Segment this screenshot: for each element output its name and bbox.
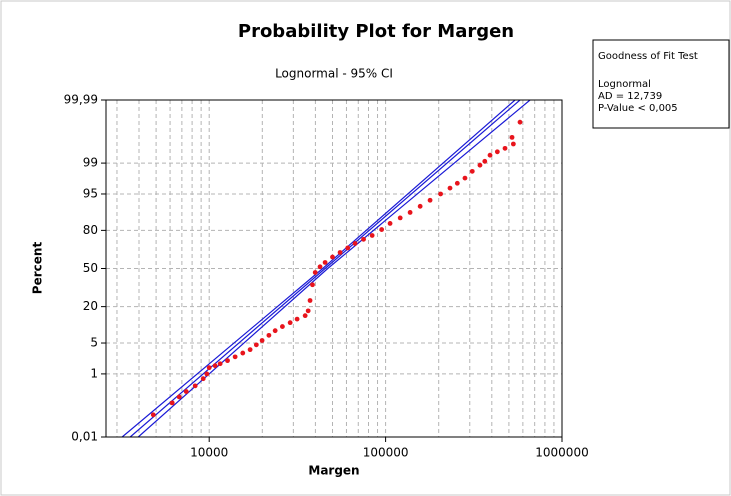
data-point [206,365,212,371]
data-point [212,363,218,369]
data-point [454,180,460,186]
legend-title: Goodness of Fit Test [598,51,698,62]
data-point [287,320,293,326]
data-point [337,250,343,255]
y-tick-label: 1 [90,366,98,380]
data-point [352,241,358,246]
data-point [204,371,210,377]
data-point [176,394,182,400]
data-point [438,191,443,197]
data-point [294,316,300,322]
legend-box [592,39,730,129]
data-point [322,260,328,265]
x-tick-label: 1000000 [535,446,588,460]
data-point [494,149,500,155]
data-point [253,342,259,348]
data-point [266,332,272,338]
chart-title: Probability Plot for Margen [238,21,514,42]
data-point [387,221,393,226]
fit-line [121,100,516,437]
data-point [469,168,475,174]
y-tick-label: 50 [83,261,98,275]
y-tick-label: 80 [83,223,98,237]
data-point [361,236,366,242]
data-point [192,383,198,389]
data-point [305,308,311,314]
x-tick-label: 10000 [190,446,228,460]
y-tick-label: 99,99 [64,93,98,107]
y-tick-label: 95 [83,186,98,200]
data-point [200,376,206,382]
fit-line [129,100,521,437]
data-point [280,324,285,329]
data-point [169,400,175,406]
data-point [330,254,335,260]
data-point [259,338,265,343]
data-point [517,119,523,125]
data-point [379,227,385,232]
data-point [407,210,413,215]
y-tick-label: 20 [83,299,98,313]
plot-area: 10000 100000 1000000 0,01 1 5 20 50 80 95 99 99,99 [64,93,589,460]
chart-subtitle: Lognormal - 95% CI [275,67,393,81]
data-point [345,245,351,251]
data-point [510,141,516,147]
data-point [183,389,189,394]
y-tick-label: 5 [90,336,98,350]
data-point [232,354,238,360]
legend-ad: AD = 12,739 [598,91,662,102]
x-tick-label: 100000 [363,446,409,460]
data-point [397,215,403,221]
data-point [272,328,278,334]
data-point [417,203,423,209]
data-point [150,412,156,418]
data-point [217,361,223,367]
data-point [312,270,318,275]
data-point [247,347,253,353]
data-point [477,162,483,168]
data-point [462,175,468,181]
plot-frame [105,99,563,438]
y-axis-label: Percent [31,242,45,295]
data-point [317,264,323,270]
data-point [240,350,246,356]
data-point [482,158,488,164]
legend-p-value: P-Value < 0,005 [598,103,678,114]
data-point [487,152,493,158]
data-point [310,282,315,288]
y-tick-label: 0,01 [71,430,98,444]
data-point [427,197,433,203]
data-point [369,233,375,238]
data-point [302,313,308,319]
data-point [307,298,313,303]
legend-distribution: Lognormal [598,79,651,90]
y-tick-label: 99 [83,156,98,170]
data-point [447,185,453,191]
data-point [502,145,508,151]
x-axis-label: Margen [308,464,359,478]
fit-line [137,100,531,437]
data-point [225,358,230,364]
data-point [509,134,515,140]
